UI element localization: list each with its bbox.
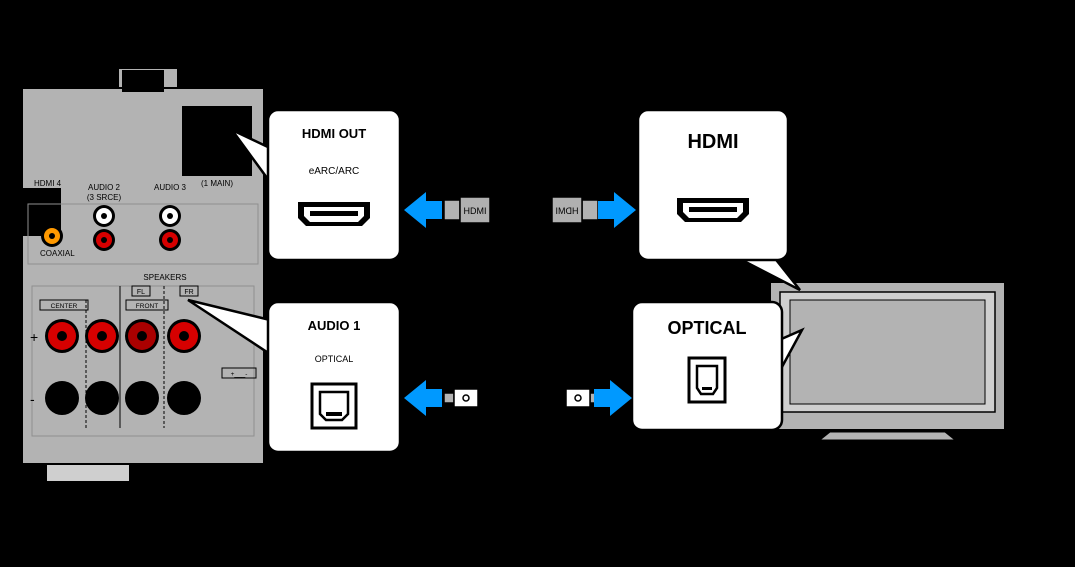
receiver-label-audio3: AUDIO 3 (154, 183, 187, 192)
receiver-label-fr: FR (184, 289, 193, 296)
receiver-label-audio2: AUDIO 2 (88, 183, 121, 192)
coaxial-jack (41, 225, 63, 247)
receiver-label-audio2b: (3 SRCE) (87, 193, 122, 202)
hdmi-plug-left: HDMI (444, 197, 490, 223)
hdmi-tv-port-icon (677, 198, 749, 222)
receiver-foot (46, 464, 130, 482)
callout-hdmi-out-title: HDMI OUT (302, 126, 366, 141)
receiver-label-minus: - (30, 391, 35, 407)
receiver-label-fl: FL (137, 289, 145, 296)
receiver-label-coaxial: COAXIAL (40, 249, 75, 258)
receiver-label-plus: + (30, 329, 38, 345)
hdmi-plug-label: HDMI (556, 206, 579, 216)
callout-optical-tv: OPTICAL (632, 302, 802, 430)
receiver-label-extra: +___- (231, 371, 248, 378)
callout-audio1-title: AUDIO 1 (308, 318, 361, 333)
hdmi-plug-label: HDMI (464, 206, 487, 216)
receiver-label-main: (1 MAIN) (201, 179, 233, 188)
callout-audio1-sub: OPTICAL (315, 354, 354, 364)
callout-optical-tv-title: OPTICAL (668, 318, 747, 338)
receiver-foot-shadow (46, 482, 130, 490)
callout-hdmi-out-sub: eARC/ARC (309, 166, 360, 177)
hdmi-out-port-icon (298, 202, 370, 226)
av-receiver-rear: (1 MAIN) HDMI 4 AUDIO 2(3 SRCE) AUDIO 3 COAX… (21, 68, 264, 490)
receiver-label-center: CENTER (51, 303, 78, 310)
receiver-label-front: FRONT (136, 303, 158, 310)
hdmi-plug-right: HDMI (552, 197, 598, 223)
receiver-label-hdmi4: HDMI 4 (34, 179, 62, 188)
callout-hdmi-tv-title: HDMI (687, 131, 738, 153)
tv (770, 282, 1005, 440)
receiver-label-speakers: SPEAKERS (143, 273, 186, 282)
